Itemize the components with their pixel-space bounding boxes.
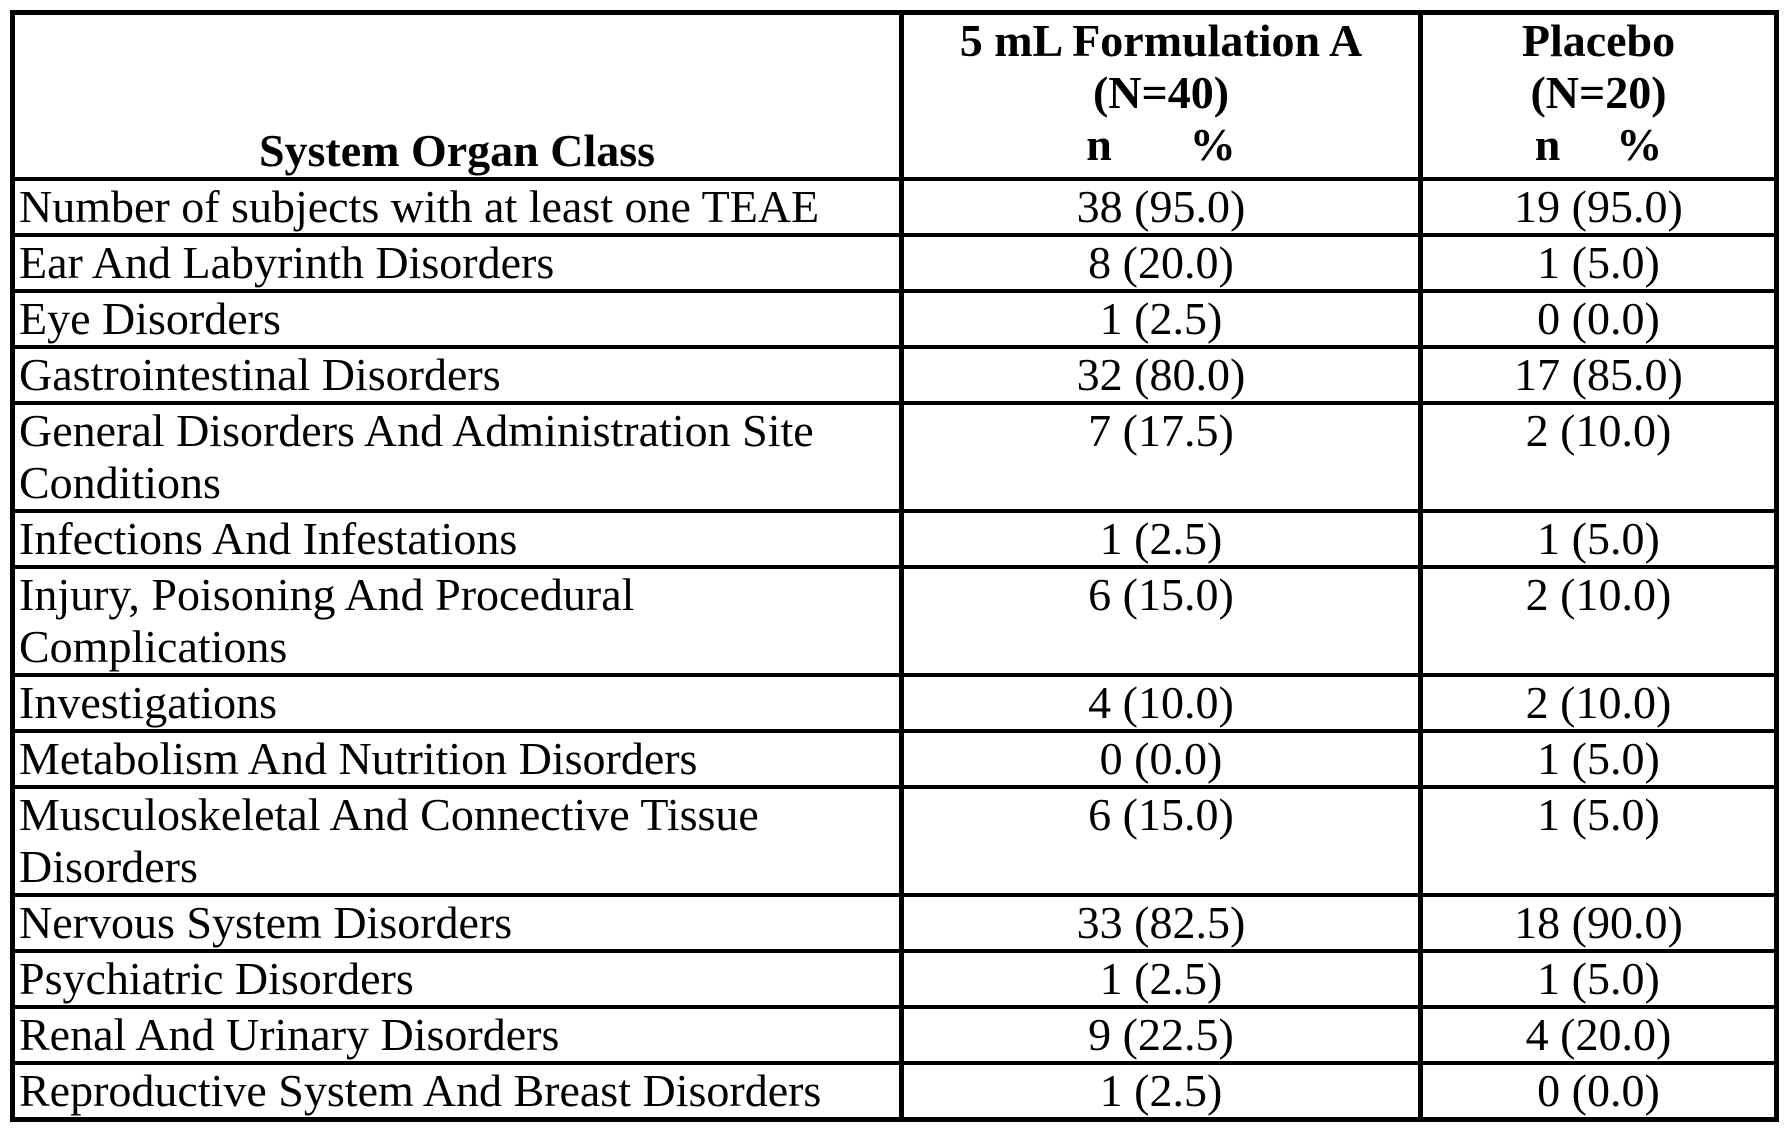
formulation-value: 6 (15.0) [899,565,1423,677]
placebo-value: 4 (20.0) [1418,1005,1779,1065]
placebo-value: 18 (90.0) [1418,893,1779,953]
table-row: Musculoskeletal And Connective Tissue Di… [10,785,1779,897]
adverse-events-table: System Organ Class 5 mL Formulation A (N… [10,10,1779,1122]
placebo-value: 1 (5.0) [1418,785,1779,897]
formulation-value: 32 (80.0) [899,345,1423,405]
formulation-value: 38 (95.0) [899,177,1423,237]
table-row: Gastrointestinal Disorders 32 (80.0) 17 … [10,345,1779,405]
placebo-value: 0 (0.0) [1418,1061,1779,1122]
formulation-value: 8 (20.0) [899,233,1423,293]
column-header-formulation-a: 5 mL Formulation A (N=40) n % [899,10,1423,181]
soc-label: Number of subjects with at least one TEA… [10,177,904,237]
soc-label: Gastrointestinal Disorders [10,345,904,405]
percent-label: % [1616,119,1663,170]
placebo-title: Placebo [1521,15,1676,66]
count-label: n [1086,119,1112,170]
table-body: Number of subjects with at least one TEA… [10,177,1779,1122]
table-row: Psychiatric Disorders 1 (2.5) 1 (5.0) [10,949,1779,1009]
header-row: System Organ Class 5 mL Formulation A (N… [10,10,1779,181]
column-header-placebo: Placebo (N=20) n % [1418,10,1779,181]
table-row: Reproductive System And Breast Disorders… [10,1061,1779,1122]
table-row: Number of subjects with at least one TEA… [10,177,1779,237]
placebo-value: 19 (95.0) [1418,177,1779,237]
soc-label: Metabolism And Nutrition Disorders [10,729,904,789]
soc-label: Infections And Infestations [10,509,904,569]
formulation-value: 1 (2.5) [899,509,1423,569]
formulation-value: 0 (0.0) [899,729,1423,789]
formulation-value: 1 (2.5) [899,289,1423,349]
table-row: Infections And Infestations 1 (2.5) 1 (5… [10,509,1779,569]
soc-label: Psychiatric Disorders [10,949,904,1009]
table-row: Metabolism And Nutrition Disorders 0 (0.… [10,729,1779,789]
table-row: General Disorders And Administration Sit… [10,401,1779,513]
soc-label: Investigations [10,673,904,733]
soc-label: Reproductive System And Breast Disorders [10,1061,904,1122]
soc-label: Eye Disorders [10,289,904,349]
soc-label: Nervous System Disorders [10,893,904,953]
placebo-subheader: n % [1427,119,1770,171]
placebo-n-total: (N=20) [1530,67,1667,118]
count-label: n [1534,119,1561,170]
formulation-value: 6 (15.0) [899,785,1423,897]
formulation-a-subheader: n % [908,119,1414,171]
soc-label: Injury, Poisoning And Procedural Complic… [10,565,904,677]
table-row: Injury, Poisoning And Procedural Complic… [10,565,1779,677]
formulation-value: 33 (82.5) [899,893,1423,953]
formulation-value: 7 (17.5) [899,401,1423,513]
placebo-value: 1 (5.0) [1418,729,1779,789]
placebo-value: 2 (10.0) [1418,401,1779,513]
soc-label: General Disorders And Administration Sit… [10,401,904,513]
placebo-value: 0 (0.0) [1418,289,1779,349]
placebo-value: 1 (5.0) [1418,509,1779,569]
table-row: Nervous System Disorders 33 (82.5) 18 (9… [10,893,1779,953]
system-organ-class-label: System Organ Class [258,125,656,176]
formulation-a-n-total: (N=40) [1092,67,1230,118]
soc-label: Renal And Urinary Disorders [10,1005,904,1065]
formulation-a-title: 5 mL Formulation A [959,15,1363,66]
soc-label: Musculoskeletal And Connective Tissue Di… [10,785,904,897]
percent-label: % [1189,119,1236,170]
formulation-value: 1 (2.5) [899,1061,1423,1122]
table-row: Ear And Labyrinth Disorders 8 (20.0) 1 (… [10,233,1779,293]
placebo-value: 2 (10.0) [1418,673,1779,733]
soc-label: Ear And Labyrinth Disorders [10,233,904,293]
placebo-value: 17 (85.0) [1418,345,1779,405]
table-header: System Organ Class 5 mL Formulation A (N… [10,10,1779,181]
placebo-value: 1 (5.0) [1418,949,1779,1009]
formulation-value: 1 (2.5) [899,949,1423,1009]
formulation-value: 9 (22.5) [899,1005,1423,1065]
table-row: Eye Disorders 1 (2.5) 0 (0.0) [10,289,1779,349]
table-row: Investigations 4 (10.0) 2 (10.0) [10,673,1779,733]
table-row: Renal And Urinary Disorders 9 (22.5) 4 (… [10,1005,1779,1065]
column-header-system-organ-class: System Organ Class [10,10,904,181]
formulation-value: 4 (10.0) [899,673,1423,733]
placebo-value: 2 (10.0) [1418,565,1779,677]
placebo-value: 1 (5.0) [1418,233,1779,293]
